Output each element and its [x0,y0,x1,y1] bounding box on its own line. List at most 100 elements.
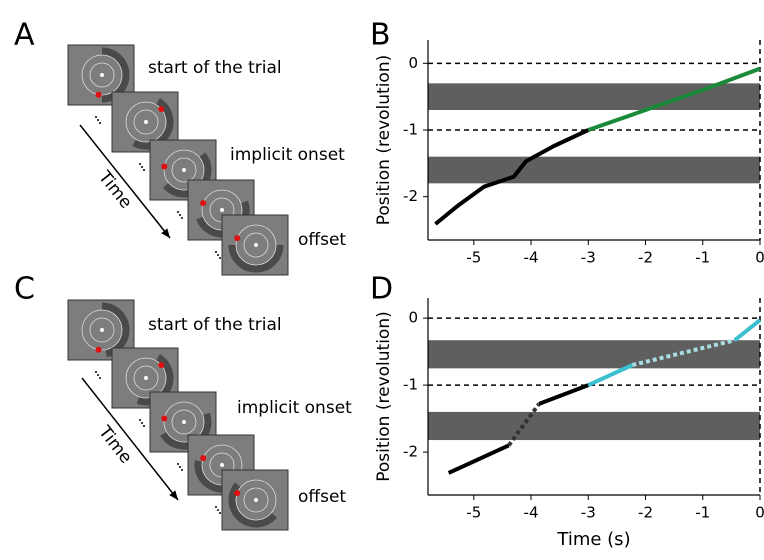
step-label: start of the trial [148,58,282,78]
ellipsis-dot [97,374,99,376]
ellipsis-dot [99,377,101,379]
ring [243,232,269,258]
fixation [254,498,258,502]
arrow-label: Time [94,422,136,468]
fixation [100,73,104,77]
x-tick-label: -2 [638,249,653,267]
x-tick-label: -3 [581,504,596,522]
y-tick-label: -1 [403,121,418,139]
ring [235,224,277,266]
target-dot [158,362,165,369]
ring [133,109,159,135]
ellipsis-dot [219,257,221,259]
trajectory [587,363,634,387]
panel-label: A [14,18,35,53]
ellipsis-dot [177,463,179,465]
target-dot [234,490,241,497]
target-dot [234,235,241,242]
y-axis-label: Position (revolution) [374,55,394,225]
fixation [182,420,186,424]
ellipsis-dot [217,254,219,256]
x-tick-label: -4 [524,249,539,267]
ring [163,401,205,443]
x-tick-label: 0 [755,504,764,522]
y-tick-label: -1 [403,376,418,394]
ellipsis-dot [179,214,181,216]
ring [163,149,205,191]
ellipsis-dot [139,163,141,165]
trial-screen [221,214,289,276]
fixation [144,376,148,380]
x-tick-label: -1 [695,504,710,522]
x-tick-label: -3 [581,249,596,267]
step-label: offset [298,230,346,250]
arc [228,482,278,528]
fixation [220,463,224,467]
target-dot [161,163,168,170]
y-axis-label: Position (revolution) [374,311,394,481]
ellipsis-dot [181,217,183,219]
ellipsis-dot [141,422,143,424]
panel-label: D [370,272,393,307]
ring [125,357,167,399]
x-tick-label: -2 [638,504,653,522]
ellipsis-dot [215,251,217,253]
ring [243,487,269,513]
ring [125,101,167,143]
step-label: start of the trial [148,315,282,335]
time-arrow [79,124,171,239]
panel-label: B [370,18,391,53]
ring [89,62,115,88]
arc [132,98,174,150]
ellipsis-dot [179,466,181,468]
trajectory [587,66,761,132]
x-tick-label: -1 [695,249,710,267]
step-label: offset [298,487,346,507]
arrow-head [161,228,170,238]
ring [81,54,123,96]
arc [228,244,284,273]
trajectory [447,443,510,475]
arrow-head [169,490,178,500]
trajectory [538,383,589,406]
panel-label: C [14,272,35,307]
ring [89,317,115,343]
time-arrow [81,377,179,501]
band [428,340,760,369]
target-dot [200,455,207,462]
ellipsis-dot [139,419,141,421]
ellipsis-dot [219,512,221,514]
x-tick-label: -4 [524,504,539,522]
ring [81,309,123,351]
trajectory [507,402,541,447]
step-label: implicit onset [230,145,345,165]
trajectory [631,338,736,367]
arc [136,354,174,406]
trajectory [733,318,762,342]
ellipsis-dot [217,509,219,511]
y-tick-label: 0 [408,54,418,72]
target-dot [158,106,165,113]
ellipsis-dot [181,469,183,471]
trial-screen [221,469,289,531]
fixation [254,243,258,247]
ellipsis-dot [95,116,97,118]
target-dot [95,91,102,98]
x-tick-label: 0 [755,249,764,267]
ellipsis-dot [141,166,143,168]
y-tick-label: -2 [403,187,418,205]
fixation [182,168,186,172]
trial-screen [67,44,135,106]
ellipsis-dot [177,211,179,213]
ellipsis-dot [99,122,101,124]
ring [171,409,197,435]
ellipsis-dot [215,506,217,508]
target-dot [161,415,168,422]
arrow-label: Time [94,167,136,213]
step-label: implicit onset [237,398,352,418]
ring [235,479,277,521]
ellipsis-dot [97,119,99,121]
target-dot [200,200,207,207]
ellipsis-dot [95,371,97,373]
